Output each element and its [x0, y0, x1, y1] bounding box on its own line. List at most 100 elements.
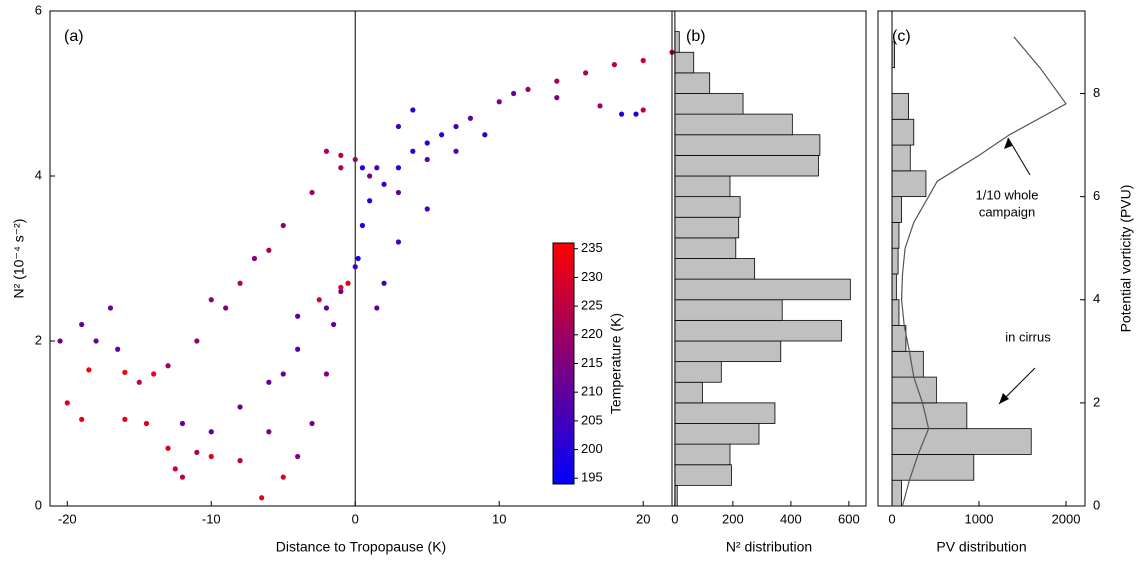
colorbar-tick-label: 200: [581, 441, 603, 456]
y-tick-label: 6: [35, 2, 42, 17]
bar: [674, 93, 744, 115]
data-point: [395, 123, 402, 130]
colorbar-tick-label: 230: [581, 269, 603, 284]
data-point: [374, 165, 380, 171]
annotation: in cirrus: [1005, 329, 1051, 344]
bar: [674, 258, 756, 280]
data-point: [93, 338, 99, 344]
data-point: [165, 445, 171, 451]
bar: [891, 196, 902, 223]
data-point: [525, 86, 531, 92]
data-point: [280, 222, 286, 229]
x-tick-label: 0: [888, 511, 895, 526]
bar: [891, 325, 907, 352]
x-tick-label: 200: [722, 511, 744, 526]
panel-label: (a): [64, 28, 84, 45]
bar: [674, 464, 732, 486]
y-axis-label: N² (10⁻⁴ s⁻²): [11, 219, 27, 299]
bar: [891, 454, 975, 481]
data-point: [583, 70, 589, 76]
bar: [674, 319, 843, 342]
bar: [674, 175, 731, 198]
colorbar-tick-label: 215: [581, 355, 603, 370]
x-tick-label: 1000: [965, 511, 994, 526]
data-point: [511, 90, 517, 97]
data-point: [355, 255, 361, 262]
data-point: [295, 453, 301, 460]
data-point: [381, 181, 387, 187]
data-point: [266, 379, 272, 385]
bar: [674, 340, 782, 363]
bar: [674, 216, 740, 239]
data-point: [619, 111, 625, 117]
data-point: [259, 495, 265, 501]
x-tick-label: -10: [202, 511, 221, 526]
bar: [891, 93, 909, 120]
colorbar-tick-label: 195: [581, 470, 603, 485]
annotation: campaign: [979, 204, 1035, 219]
data-point: [323, 305, 330, 311]
data-point: [482, 132, 488, 138]
data-point: [424, 206, 430, 212]
bar: [674, 299, 783, 321]
data-point: [633, 111, 639, 117]
data-point: [467, 115, 474, 121]
data-point: [136, 379, 142, 385]
y-tick-label: 0: [35, 497, 42, 512]
bar: [674, 402, 776, 424]
bar: [674, 443, 731, 466]
data-point: [395, 239, 402, 245]
data-point: [223, 305, 229, 311]
y-tick-label: 4: [35, 167, 42, 182]
data-point: [367, 173, 373, 179]
bar: [674, 381, 703, 404]
data-point: [194, 449, 200, 455]
data-point: [64, 400, 70, 406]
data-point: [395, 189, 402, 196]
colorbar-tick-label: 235: [581, 240, 603, 255]
x-tick-label: 10: [492, 511, 506, 526]
x-tick-label: 400: [780, 511, 802, 526]
data-point: [611, 62, 618, 68]
bar: [891, 273, 897, 301]
bar: [891, 350, 924, 378]
x-tick-label: 600: [838, 511, 860, 526]
bar: [891, 299, 900, 326]
data-point: [266, 429, 272, 435]
data-point: [359, 222, 366, 229]
data-point: [352, 264, 358, 270]
data-point: [453, 148, 459, 154]
data-point: [424, 140, 430, 146]
data-point: [79, 321, 85, 328]
colorbar-label: Temperature (K): [608, 313, 624, 414]
bar: [674, 134, 821, 156]
colorbar-tick-label: 205: [581, 412, 603, 427]
bar: [891, 428, 1032, 455]
bar: [674, 154, 819, 177]
bar: [674, 31, 680, 53]
bar: [674, 237, 737, 259]
data-point: [597, 103, 603, 109]
bar: [891, 144, 911, 172]
data-point: [410, 107, 416, 113]
data-point: [295, 313, 301, 319]
data-point: [194, 338, 200, 344]
data-point: [395, 165, 402, 171]
bar: [674, 278, 851, 301]
plot-frame: [877, 10, 1086, 507]
data-point: [640, 107, 646, 113]
data-point: [208, 297, 214, 303]
bar: [891, 170, 927, 198]
colorbar: [552, 242, 575, 485]
data-point: [79, 416, 85, 422]
colorbar-tick-label: 225: [581, 298, 603, 313]
bar: [674, 361, 722, 383]
data-point: [179, 474, 186, 480]
x-tick-label: 2000: [1052, 511, 1081, 526]
data-point: [359, 165, 366, 171]
data-point: [424, 156, 430, 163]
y-tick-label: 2: [1093, 394, 1100, 409]
data-point: [338, 284, 344, 290]
data-point: [86, 367, 92, 373]
